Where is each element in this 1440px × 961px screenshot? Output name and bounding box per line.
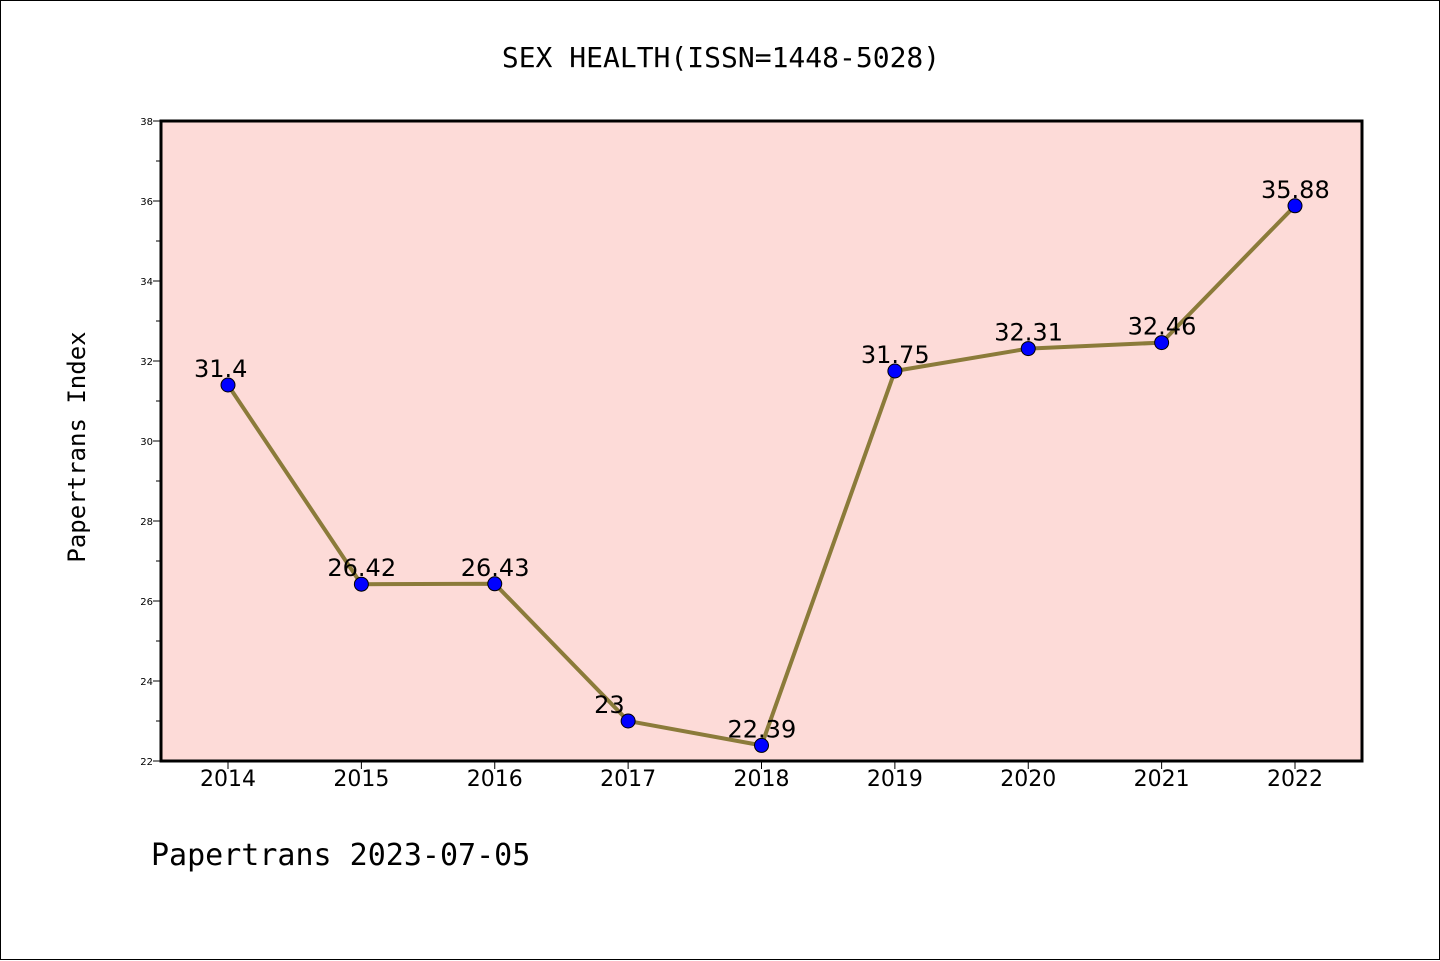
x-tick-label: 2016 — [467, 767, 523, 792]
data-label: 26.43 — [461, 554, 530, 582]
x-tick-label: 2018 — [734, 767, 790, 792]
chart-title: SEX HEALTH(ISSN=1448-5028) — [502, 41, 940, 74]
y-tick-label: 38 — [140, 117, 153, 128]
data-point — [1154, 335, 1170, 351]
data-label: 31.75 — [861, 341, 930, 369]
y-tick-label: 22 — [140, 757, 153, 768]
data-label-group: 31.4 26.42 26.43 23 22.39 31.75 32.31 32.46 35.8… — [194, 176, 1330, 744]
data-point — [620, 713, 636, 729]
y-tick-label: 32 — [140, 357, 153, 368]
y-axis-label: Papertrans Index — [63, 331, 91, 562]
data-point — [487, 576, 503, 592]
data-label: 35.88 — [1261, 176, 1330, 204]
data-label: 22.39 — [728, 715, 797, 743]
data-point — [754, 737, 769, 753]
y-tick-label: 36 — [140, 197, 153, 208]
data-point — [1020, 341, 1036, 357]
data-point — [887, 363, 903, 379]
y-tick-label: 28 — [140, 517, 153, 528]
data-label: 26.42 — [327, 554, 396, 582]
data-label: 23 — [594, 691, 625, 719]
data-point — [1287, 198, 1303, 214]
y-tick-label: 34 — [140, 277, 153, 288]
y-tick-label: 26 — [140, 597, 153, 608]
x-tick-label: 2015 — [333, 767, 389, 792]
y-axis-ticks: 22 24 26 28 30 32 34 36 38 — [140, 117, 161, 768]
y-tick-label: 30 — [140, 437, 153, 448]
data-point — [353, 576, 369, 592]
x-tick-label: 2022 — [1267, 767, 1323, 792]
footer-text: Papertrans 2023-07-05 — [151, 838, 530, 873]
data-label: 32.31 — [994, 319, 1063, 347]
x-axis-ticks: 2014 2015 2016 2017 2018 2019 2020 2021 2022 — [200, 761, 1323, 792]
x-tick-label: 2021 — [1134, 767, 1190, 792]
y-tick-label: 24 — [140, 677, 153, 688]
data-label: 32.46 — [1128, 313, 1197, 341]
x-tick-label: 2014 — [200, 767, 256, 792]
x-tick-label: 2019 — [867, 767, 923, 792]
data-point — [220, 377, 236, 393]
x-tick-label: 2017 — [600, 767, 656, 792]
marker-group — [220, 198, 1303, 753]
data-label: 31.4 — [194, 355, 247, 383]
plot-area — [159, 119, 1364, 763]
x-tick-label: 2020 — [1000, 767, 1056, 792]
